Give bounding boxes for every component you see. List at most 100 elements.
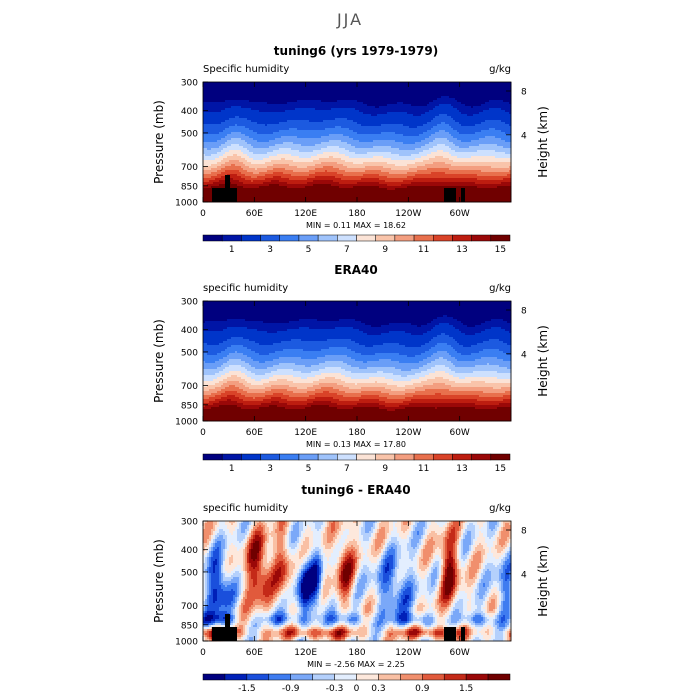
- colorbar-swatch: [241, 235, 260, 241]
- colorbar-swatch: [280, 454, 299, 460]
- field-label: specific humidity: [203, 283, 288, 294]
- x-tick-label: 0: [200, 648, 206, 658]
- chart-panel-1: tuning6 (yrs 1979-1979)Specific humidity…: [152, 44, 550, 255]
- colorbar-swatch: [472, 454, 491, 460]
- contour-field: [203, 82, 511, 202]
- colorbar-label: 15: [495, 245, 506, 255]
- colorbar-swatch: [378, 674, 400, 680]
- colorbar-swatch: [357, 235, 376, 241]
- colorbar-swatch: [280, 235, 299, 241]
- colorbar-label: 7: [344, 464, 350, 474]
- y-tick-label: 700: [181, 602, 198, 612]
- y-tick-label: 400: [181, 546, 198, 556]
- x-tick-label: 120W: [395, 209, 421, 219]
- colorbar-swatch: [452, 235, 471, 241]
- x-tick-label: 120E: [294, 648, 317, 658]
- min-max-text: MIN = -2.56 MAX = 2.25: [307, 660, 405, 669]
- colorbar-swatch: [433, 235, 452, 241]
- contour-field: [203, 521, 511, 641]
- colorbar-swatch: [444, 674, 466, 680]
- topography-block: [444, 188, 456, 202]
- colorbar-swatch: [269, 674, 291, 680]
- height-tick-label: 8: [521, 527, 527, 537]
- colorbar-swatch: [357, 674, 379, 680]
- y-tick-label: 850: [181, 621, 198, 631]
- colorbar-label: -1.5: [238, 684, 256, 694]
- colorbar-swatch: [414, 454, 433, 460]
- x-tick-label: 0: [200, 428, 206, 438]
- colorbar-swatch: [222, 235, 241, 241]
- x-tick-label: 120W: [395, 648, 421, 658]
- y-tick-label: 1000: [175, 199, 198, 209]
- colorbar-label: 15: [495, 464, 506, 474]
- contour-field: [203, 301, 511, 421]
- colorbar-swatch: [433, 454, 452, 460]
- colorbar-swatch: [313, 674, 335, 680]
- colorbar-swatch: [299, 235, 318, 241]
- colorbar-label: 0.9: [415, 684, 430, 694]
- colorbar-swatch: [291, 674, 313, 680]
- colorbar-swatch: [222, 454, 241, 460]
- topography-block: [230, 627, 237, 641]
- x-tick-label: 180: [348, 209, 365, 219]
- page-title: JJA: [336, 10, 363, 29]
- colorbar-swatch: [491, 235, 510, 241]
- topography-block: [461, 188, 465, 202]
- y-tick-label: 700: [181, 163, 198, 173]
- colorbar-swatch: [395, 235, 414, 241]
- y-tick-label: 500: [181, 568, 198, 578]
- colorbar-label: 3: [267, 464, 273, 474]
- colorbar-swatch: [395, 454, 414, 460]
- height-tick-label: 4: [521, 350, 527, 360]
- y-tick-label: 300: [181, 79, 198, 89]
- y-tick-label: 500: [181, 129, 198, 139]
- topography-block: [212, 188, 225, 202]
- colorbar-swatch: [318, 454, 337, 460]
- x-tick-label: 120E: [294, 209, 317, 219]
- colorbar-swatch: [261, 454, 280, 460]
- colorbar-label: 1: [229, 245, 235, 255]
- units-label: g/kg: [489, 503, 511, 514]
- colorbar-label: -0.3: [326, 684, 344, 694]
- y-tick-label: 1000: [175, 638, 198, 648]
- colorbar-swatch: [376, 235, 395, 241]
- y-axis-title: Pressure (mb): [152, 319, 166, 403]
- colorbar-label: 1: [229, 464, 235, 474]
- height-tick-label: 4: [521, 570, 527, 580]
- min-max-text: MIN = 0.13 MAX = 17.80: [306, 440, 406, 449]
- colorbar-swatch: [203, 454, 222, 460]
- y-tick-label: 400: [181, 107, 198, 117]
- colorbar-swatch: [241, 454, 260, 460]
- y-axis-title-right: Height (km): [536, 545, 550, 616]
- x-tick-label: 60E: [246, 428, 263, 438]
- y-axis-title-right: Height (km): [536, 106, 550, 177]
- topography-block: [212, 627, 225, 641]
- colorbar-swatch: [261, 235, 280, 241]
- colorbar-label: 13: [456, 464, 467, 474]
- x-tick-label: 60E: [246, 209, 263, 219]
- y-axis-title: Pressure (mb): [152, 100, 166, 184]
- y-tick-label: 300: [181, 298, 198, 308]
- colorbar-swatch: [357, 454, 376, 460]
- colorbar-swatch: [400, 674, 422, 680]
- colorbar-swatch: [203, 674, 225, 680]
- colorbar-swatch: [299, 454, 318, 460]
- y-tick-label: 300: [181, 518, 198, 528]
- colorbar-label: 1.5: [459, 684, 473, 694]
- topography-block: [225, 614, 230, 641]
- colorbar-swatch: [335, 674, 357, 680]
- y-tick-label: 1000: [175, 418, 198, 428]
- colorbar-swatch: [472, 235, 491, 241]
- x-tick-label: 120W: [395, 428, 421, 438]
- colorbar-swatch: [203, 235, 222, 241]
- x-tick-label: 60W: [449, 648, 469, 658]
- colorbar-label: 9: [382, 464, 388, 474]
- units-label: g/kg: [489, 64, 511, 75]
- colorbar-swatch: [491, 454, 510, 460]
- field-label: specific humidity: [203, 503, 288, 514]
- topography-block: [225, 175, 230, 202]
- min-max-text: MIN = 0.11 MAX = 18.62: [306, 221, 406, 230]
- colorbar-swatch: [337, 454, 356, 460]
- colorbar-label: 9: [382, 245, 388, 255]
